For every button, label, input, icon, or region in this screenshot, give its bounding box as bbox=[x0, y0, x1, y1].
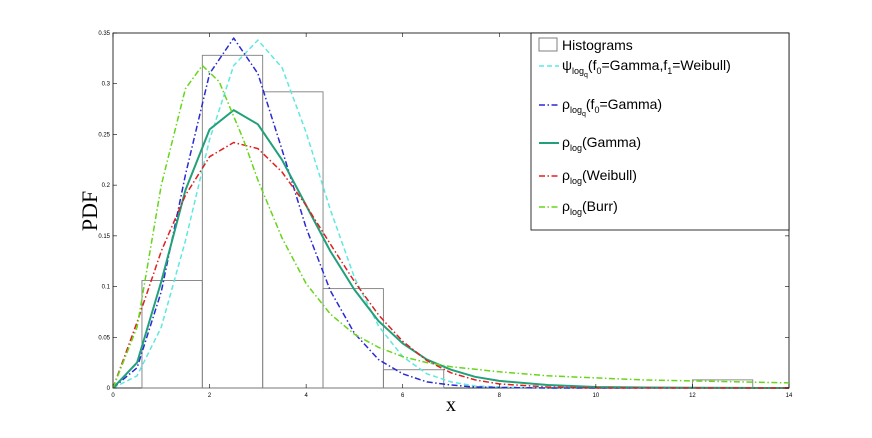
y-tick-label: 0.2 bbox=[102, 183, 111, 189]
x-tick-label: 10 bbox=[593, 393, 600, 399]
x-tick-label: 0 bbox=[111, 393, 115, 399]
x-tick-label: 14 bbox=[786, 393, 793, 399]
x-tick-label: 4 bbox=[304, 393, 308, 399]
legend-label-series-0: ψlogq(f0=Gamma,f1=Weibull) bbox=[562, 57, 731, 79]
x-tick-label: 6 bbox=[401, 393, 405, 399]
legend: Histograms ψlogq(f0=Gamma,f1=Weibull) ρlog… bbox=[530, 32, 790, 231]
x-tick-label: 2 bbox=[208, 393, 212, 399]
x-axis-label: x bbox=[446, 394, 456, 416]
series-line-1 bbox=[112, 37, 789, 389]
y-tick-label: 0.1 bbox=[102, 285, 111, 291]
y-tick-label: 0.35 bbox=[98, 31, 110, 37]
legend-label-series-4: ρlog(Burr) bbox=[562, 198, 618, 217]
series-line-4 bbox=[112, 64, 790, 389]
legend-box bbox=[530, 32, 790, 231]
y-axis-label: PDF bbox=[77, 191, 102, 231]
legend-label-histogram: Histograms bbox=[562, 37, 633, 53]
y-tick-label: 0 bbox=[107, 386, 111, 392]
x-tick-label: 12 bbox=[689, 393, 696, 399]
x-tick-label: 8 bbox=[498, 393, 502, 399]
series-line-2 bbox=[112, 109, 790, 389]
legend-label-series-1: ρlogq(f0=Gamma) bbox=[562, 96, 662, 118]
tick-layer: 0 2 4 6 8 10 12 14 0 0.05 0.1 0.15 0.2 0.25 0.3 0.35 bbox=[98, 31, 793, 399]
legend-label-series-2: ρlog(Gamma) bbox=[562, 134, 641, 153]
histogram-bar bbox=[262, 91, 324, 389]
y-tick-label: 0.05 bbox=[98, 335, 110, 341]
legend-entries: Histograms ψlogq(f0=Gamma,f1=Weibull) ρlog… bbox=[538, 37, 731, 217]
legend-label-series-3: ρlog(Weibull) bbox=[562, 167, 637, 186]
legend-swatch-histogram bbox=[538, 37, 558, 52]
y-tick-label: 0.25 bbox=[98, 132, 110, 138]
series-line-3 bbox=[112, 141, 789, 389]
y-tick-label: 0.3 bbox=[102, 82, 111, 88]
series-layer bbox=[112, 37, 790, 389]
y-tick-label: 0.15 bbox=[98, 234, 110, 240]
